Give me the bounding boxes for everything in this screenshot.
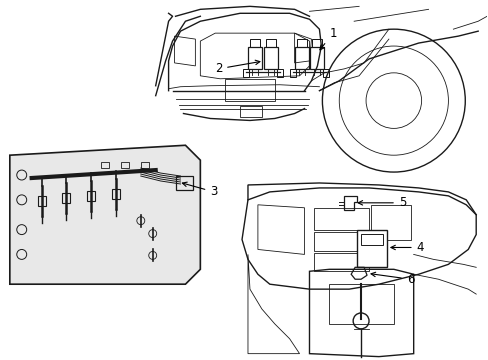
Bar	[310, 47, 324, 69]
Bar	[121, 162, 129, 168]
Bar	[264, 47, 277, 69]
Text: 4: 4	[390, 241, 423, 254]
Polygon shape	[10, 145, 200, 284]
Bar	[175, 176, 193, 190]
Bar	[356, 230, 386, 267]
Bar	[243, 69, 248, 77]
Bar	[314, 253, 368, 271]
Bar	[141, 162, 148, 168]
Text: 1: 1	[319, 27, 336, 50]
Bar	[62, 193, 70, 203]
Text: 5: 5	[357, 196, 406, 209]
Text: 2: 2	[214, 60, 259, 75]
Bar	[87, 191, 95, 201]
Bar	[314, 208, 368, 230]
Bar	[112, 189, 120, 199]
Bar	[247, 47, 262, 69]
Bar	[240, 105, 262, 117]
Bar	[370, 205, 410, 239]
Bar	[328, 284, 393, 324]
Bar	[294, 47, 308, 69]
Bar	[249, 39, 259, 47]
Bar	[323, 69, 328, 77]
Bar	[314, 231, 368, 251]
Bar	[38, 196, 45, 206]
Bar	[360, 234, 382, 246]
Bar	[224, 79, 274, 100]
Bar	[276, 69, 282, 77]
Bar	[289, 69, 295, 77]
Bar	[101, 162, 109, 168]
Bar	[296, 39, 306, 47]
Text: 3: 3	[182, 182, 217, 198]
Text: 6: 6	[370, 272, 413, 286]
Bar	[312, 39, 322, 47]
Bar	[265, 39, 275, 47]
